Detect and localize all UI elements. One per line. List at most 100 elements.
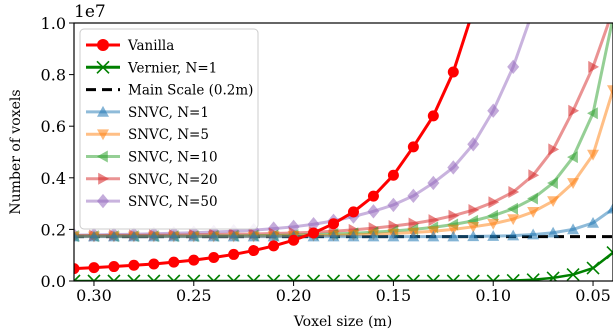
data-point	[528, 169, 540, 182]
data-point	[408, 217, 420, 230]
data-point	[187, 230, 200, 242]
legend-entry-snvc-n-10: SNVC, N=10	[86, 150, 218, 166]
data-point	[466, 274, 480, 281]
legend-label: SNVC, N=20	[128, 172, 218, 188]
data-point	[227, 274, 241, 281]
data-point	[546, 271, 560, 281]
y-tick-label: 0.0	[41, 272, 66, 291]
data-point	[428, 214, 440, 227]
series-snvc-n-1	[74, 202, 613, 242]
data-point	[268, 240, 280, 252]
data-point	[207, 274, 221, 281]
y-axis: 0.0 0.2 0.4 0.6 0.8 1.0	[41, 14, 74, 291]
legend-label: Vanilla	[127, 38, 174, 54]
data-point	[167, 230, 180, 242]
legend-marker-shape	[97, 193, 109, 209]
legend-box	[79, 28, 259, 230]
legend-label: SNVC, N=5	[128, 127, 209, 143]
y-tick-label: 0.2	[41, 220, 66, 239]
y-tick-label: 0.6	[41, 117, 66, 136]
data-point	[507, 59, 520, 75]
x-axis-label: Voxel size (m)	[293, 314, 392, 330]
data-point	[188, 254, 200, 266]
x-tick-label: 0.25	[176, 286, 212, 305]
data-point	[566, 267, 580, 281]
data-point	[87, 274, 101, 281]
legend-marker-shape	[97, 129, 109, 141]
data-point	[208, 252, 220, 264]
data-point	[527, 207, 540, 218]
legend-entry-snvc-n-20: SNVC, N=20	[86, 172, 218, 188]
data-point	[187, 274, 201, 281]
data-point	[74, 263, 80, 275]
legend-marker	[98, 172, 109, 185]
data-point	[427, 230, 440, 242]
data-point	[387, 230, 400, 242]
data-point	[326, 274, 341, 281]
data-point	[486, 274, 500, 281]
series-line	[74, 251, 613, 281]
plot-frame	[73, 22, 613, 282]
data-point	[487, 209, 499, 222]
data-point	[107, 274, 121, 281]
data-point	[508, 185, 520, 198]
data-point	[567, 151, 578, 164]
data-point	[347, 230, 360, 242]
data-point	[386, 274, 400, 281]
y-tick-label: 0.4	[41, 169, 66, 188]
data-point	[227, 230, 240, 242]
legend-marker-shape	[97, 150, 108, 163]
data-point	[526, 273, 540, 281]
series-vernier-n-1	[74, 246, 613, 281]
legend-label: SNVC, N=10	[128, 150, 218, 166]
legend-marker	[97, 150, 108, 163]
data-point	[507, 214, 520, 226]
data-point	[467, 222, 480, 233]
data-point	[168, 256, 180, 268]
legend-entry-snvc-n-50: SNVC, N=50	[86, 193, 218, 210]
data-point	[267, 274, 281, 281]
legend-entry-snvc-n-1: SNVC, N=1	[86, 105, 209, 121]
data-point	[467, 137, 480, 152]
data-point	[567, 223, 580, 235]
data-point	[367, 230, 380, 242]
data-point	[586, 261, 600, 275]
data-point	[587, 216, 600, 228]
data-point	[74, 274, 81, 281]
data-point	[367, 190, 379, 202]
legend-marker	[97, 193, 109, 209]
data-point	[407, 230, 420, 242]
data-point	[387, 197, 400, 213]
data-point	[308, 227, 320, 239]
data-point	[347, 206, 359, 218]
data-point	[87, 230, 100, 242]
series-markers	[74, 202, 613, 242]
data-point	[228, 248, 240, 260]
data-point	[346, 274, 361, 281]
data-point	[306, 274, 321, 281]
series-line	[74, 207, 613, 239]
data-point	[407, 188, 420, 204]
legend-label: SNVC, N=1	[128, 105, 209, 121]
data-point	[607, 202, 613, 214]
data-point	[608, 4, 613, 16]
legend-entry-snvc-n-5: SNVC, N=5	[86, 127, 209, 143]
data-point	[127, 230, 140, 242]
data-point	[427, 175, 440, 191]
x-tick-label: 0.15	[376, 286, 412, 305]
legend-label: SNVC, N=50	[128, 194, 218, 210]
data-point	[587, 149, 600, 161]
data-point	[547, 196, 560, 208]
data-point	[247, 274, 261, 281]
data-point	[248, 245, 260, 257]
data-point	[406, 274, 420, 281]
data-point	[447, 160, 460, 175]
data-point	[207, 230, 220, 242]
legend-marker	[97, 39, 109, 51]
data-point	[107, 230, 120, 242]
data-point	[446, 274, 460, 281]
data-point	[148, 258, 160, 270]
data-point	[108, 261, 120, 273]
legend-marker-shape	[98, 172, 109, 185]
